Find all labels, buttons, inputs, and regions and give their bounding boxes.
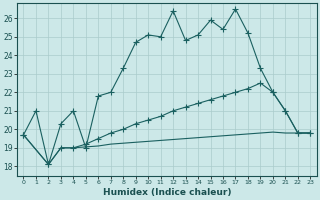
X-axis label: Humidex (Indice chaleur): Humidex (Indice chaleur) bbox=[103, 188, 231, 197]
